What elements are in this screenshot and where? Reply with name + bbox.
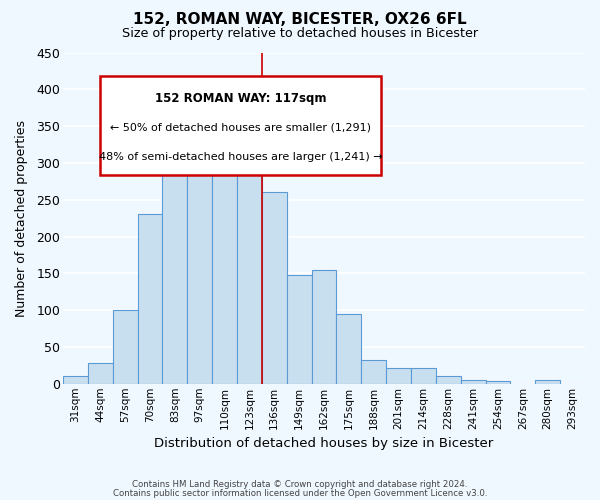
- Bar: [461, 380, 485, 384]
- Text: 48% of semi-detached houses are larger (1,241) →: 48% of semi-detached houses are larger (…: [98, 152, 382, 162]
- Text: 152 ROMAN WAY: 117sqm: 152 ROMAN WAY: 117sqm: [155, 92, 326, 106]
- Bar: [88, 363, 113, 384]
- X-axis label: Distribution of detached houses by size in Bicester: Distribution of detached houses by size …: [154, 437, 494, 450]
- Text: ← 50% of detached houses are smaller (1,291): ← 50% of detached houses are smaller (1,…: [110, 122, 371, 132]
- Bar: [262, 192, 287, 384]
- Text: Contains public sector information licensed under the Open Government Licence v3: Contains public sector information licen…: [113, 490, 487, 498]
- Bar: [311, 270, 337, 384]
- Bar: [163, 115, 187, 384]
- Bar: [63, 376, 88, 384]
- Bar: [361, 360, 386, 384]
- Bar: [187, 112, 212, 384]
- Bar: [287, 275, 311, 384]
- Bar: [485, 381, 511, 384]
- Bar: [237, 122, 262, 384]
- FancyBboxPatch shape: [100, 76, 382, 175]
- Bar: [137, 214, 163, 384]
- Text: 152, ROMAN WAY, BICESTER, OX26 6FL: 152, ROMAN WAY, BICESTER, OX26 6FL: [133, 12, 467, 28]
- Bar: [337, 314, 361, 384]
- Text: Size of property relative to detached houses in Bicester: Size of property relative to detached ho…: [122, 28, 478, 40]
- Bar: [411, 368, 436, 384]
- Bar: [212, 108, 237, 384]
- Bar: [386, 368, 411, 384]
- Bar: [436, 376, 461, 384]
- Text: Contains HM Land Registry data © Crown copyright and database right 2024.: Contains HM Land Registry data © Crown c…: [132, 480, 468, 489]
- Bar: [535, 380, 560, 384]
- Bar: [113, 310, 137, 384]
- Y-axis label: Number of detached properties: Number of detached properties: [15, 120, 28, 316]
